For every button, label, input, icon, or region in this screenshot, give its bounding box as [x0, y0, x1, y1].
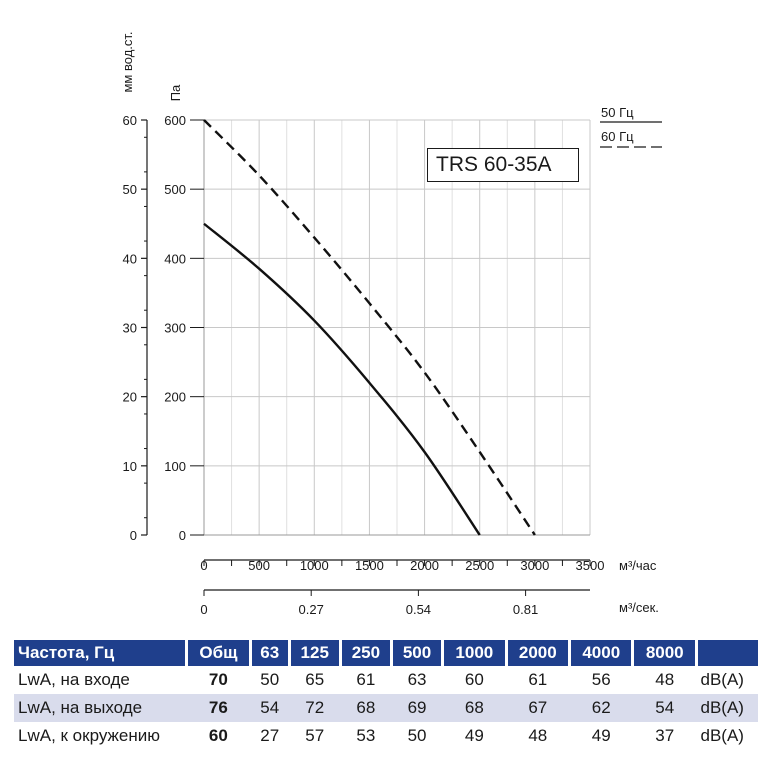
header-125: 125 — [289, 640, 342, 666]
left-axis-label: мм вод.ст. — [120, 31, 135, 92]
table-row: LwA, на выходе 76 54 72 68 69 68 67 62 5… — [14, 694, 758, 722]
cell: 48 — [655, 670, 675, 689]
flow-sec-axis-unit: м³/сек. — [619, 600, 659, 615]
pa-axis-tick-label: 300 — [164, 321, 186, 336]
header-total: Общ — [186, 640, 252, 666]
pa-axis-tick-label: 0 — [179, 528, 186, 543]
sound-level-table: Частота, Гц Общ 63 125 250 500 1000 2000… — [14, 640, 758, 750]
table-row: LwA, на входе 70 50 65 61 63 60 61 56 48… — [14, 666, 758, 694]
cell: 56 — [591, 670, 611, 689]
left-axis-tick-label: 40 — [123, 251, 137, 266]
header-500: 500 — [391, 640, 445, 666]
row-label: LwA, на выходе — [14, 694, 187, 722]
cell: 61 — [356, 670, 376, 689]
cell: 69 — [391, 694, 443, 722]
cell: 62 — [569, 694, 633, 722]
header-4000: 4000 — [569, 640, 635, 666]
cell: 49 — [591, 726, 611, 745]
header-2000: 2000 — [506, 640, 572, 666]
header-250: 250 — [340, 640, 393, 666]
flow-sec-axis-tick-label: 0.27 — [299, 602, 324, 617]
table-row: LwA, к окружению 60 27 57 53 50 49 48 49… — [14, 722, 758, 750]
flow-sec-axis-tick-label: 0.54 — [406, 602, 431, 617]
cell: 37 — [655, 726, 675, 745]
header-8000: 8000 — [632, 640, 698, 666]
row-label: LwA, на входе — [18, 670, 130, 689]
cell: 57 — [305, 726, 325, 745]
left-axis-tick-label: 50 — [123, 182, 137, 197]
cell: 61 — [528, 670, 548, 689]
cell: 50 — [407, 726, 427, 745]
cell: 54 — [632, 694, 697, 722]
left-axis-tick-label: 20 — [123, 390, 137, 405]
pa-axis-tick-label: 100 — [164, 459, 186, 474]
cell: 27 — [260, 726, 280, 745]
row-unit: dB(A) — [700, 670, 744, 689]
cell: 60 — [464, 670, 484, 689]
flow-sec-axis-tick-label: 0.81 — [513, 602, 538, 617]
legend-60hz-label: 60 Гц — [601, 129, 634, 144]
header-frequency: Частота, Гц — [14, 640, 188, 666]
table-header-row: Частота, Гц Общ 63 125 250 500 1000 2000… — [14, 640, 758, 666]
pa-axis-tick-label: 600 — [164, 113, 186, 128]
model-label: TRS 60-35A — [427, 148, 579, 182]
row-total: 76 — [186, 694, 251, 722]
left-axis-tick-label: 30 — [123, 321, 137, 336]
cell: 68 — [340, 694, 392, 722]
performance-chart: 0 10 20 30 40 50 60 мм вод.ст. 0 100 200 300 400 500 6… — [120, 31, 662, 617]
left-axis-tick-label: 10 — [123, 459, 137, 474]
cell: 63 — [407, 670, 427, 689]
legend-50hz-label: 50 Гц — [601, 105, 634, 120]
header-63: 63 — [250, 640, 291, 666]
flow-axis-unit: м³/час — [619, 558, 657, 573]
curve-60hz — [203, 119, 536, 536]
row-total: 60 — [208, 726, 228, 745]
cell: 68 — [442, 694, 507, 722]
pa-axis-tick-label: 400 — [164, 251, 186, 266]
cell: 50 — [260, 670, 280, 689]
cell: 65 — [305, 670, 325, 689]
header-unit — [696, 640, 758, 666]
curve-50hz — [203, 222, 481, 536]
cell: 67 — [506, 694, 570, 722]
left-axis-tick-label: 0 — [130, 528, 137, 543]
row-total: 70 — [208, 670, 228, 689]
header-1000: 1000 — [442, 640, 508, 666]
pa-axis-tick-label: 200 — [164, 390, 186, 405]
left-axis-tick-label: 60 — [123, 113, 137, 128]
cell: 54 — [250, 694, 290, 722]
cell: 72 — [289, 694, 341, 722]
cell: 49 — [464, 726, 484, 745]
pa-axis-tick-label: 500 — [164, 182, 186, 197]
cell: 48 — [528, 726, 548, 745]
row-unit: dB(A) — [700, 726, 744, 745]
row-label: LwA, к окружению — [18, 726, 160, 745]
row-unit: dB(A) — [696, 694, 758, 722]
cell: 53 — [356, 726, 376, 745]
flow-sec-axis-tick-label: 0 — [200, 602, 207, 617]
pa-axis-label: Па — [168, 84, 183, 101]
